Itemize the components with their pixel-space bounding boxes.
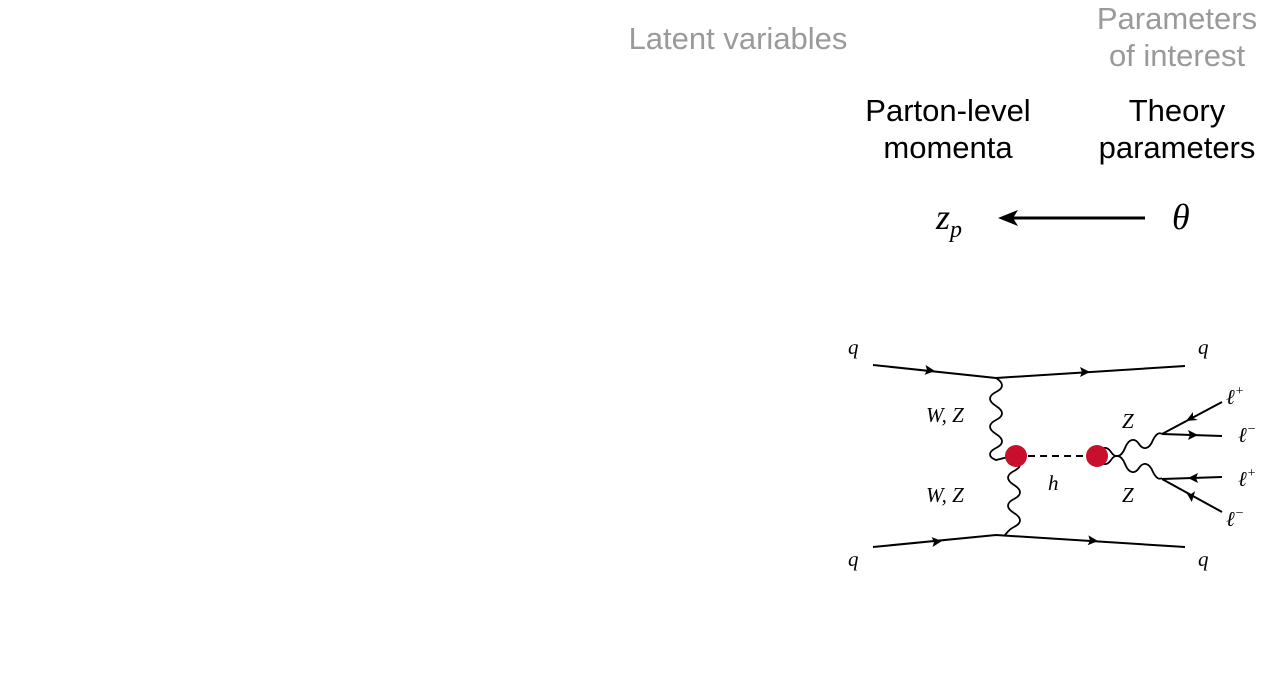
theta-to-zp-arrow: [998, 210, 1145, 226]
quark-bottom-in-label: q: [848, 547, 859, 571]
parton-level-momenta-label: Parton-level momenta: [848, 92, 1048, 166]
zp-base: z: [936, 197, 951, 237]
theory-label-line1: Theory: [1128, 93, 1226, 128]
theory-parameters-label: Theory parameters: [1078, 92, 1269, 166]
lepton1-label: ℓ+: [1226, 384, 1244, 409]
top-quark-line: [872, 364, 1186, 380]
feynman-diagram: q q q q W, Z W, Z h Z Z ℓ+ ℓ− ℓ+ ℓ−: [848, 335, 1256, 571]
vbf-vertex: [1005, 445, 1027, 467]
quark-top-in-label: q: [848, 335, 859, 359]
theory-label-line2: parameters: [1098, 130, 1256, 166]
quark-bottom-out-label: q: [1198, 547, 1209, 571]
parton-label-line1: Parton-level: [865, 93, 1031, 128]
lower-z-label: Z: [1122, 483, 1134, 507]
upper-lepton-pair: [1161, 401, 1223, 440]
higgs-label: h: [1048, 471, 1059, 495]
parton-label-line2: momenta: [883, 130, 1013, 166]
lepton3-label: ℓ+: [1238, 466, 1256, 491]
lepton2-label: ℓ−: [1238, 422, 1256, 447]
lower-z-propagator: [1096, 455, 1163, 480]
upper-z-propagator: [1096, 432, 1163, 457]
lower-boson-propagator: [1003, 456, 1021, 537]
upper-z-label: Z: [1122, 409, 1134, 433]
theta-symbol: θ: [1172, 197, 1190, 237]
latent-variables-heading: Latent variables: [628, 21, 848, 56]
lower-boson-label: W, Z: [926, 483, 964, 507]
bottom-quark-line: [872, 533, 1186, 548]
parameters-of-interest-line1: Parameters: [1096, 1, 1258, 36]
upper-boson-propagator: [989, 377, 1013, 461]
parameters-of-interest-line2: of interest: [1108, 38, 1246, 74]
higgs-decay-vertex: [1086, 445, 1108, 467]
zp-subscript: p: [950, 217, 963, 244]
quark-top-out-label: q: [1198, 335, 1209, 359]
lower-lepton-pair: [1161, 473, 1223, 513]
lepton4-label: ℓ−: [1226, 506, 1244, 531]
parameters-of-interest-heading: Parameters of interest: [1080, 0, 1269, 74]
upper-boson-label: W, Z: [926, 403, 964, 427]
zp-symbol: zp: [936, 196, 962, 245]
